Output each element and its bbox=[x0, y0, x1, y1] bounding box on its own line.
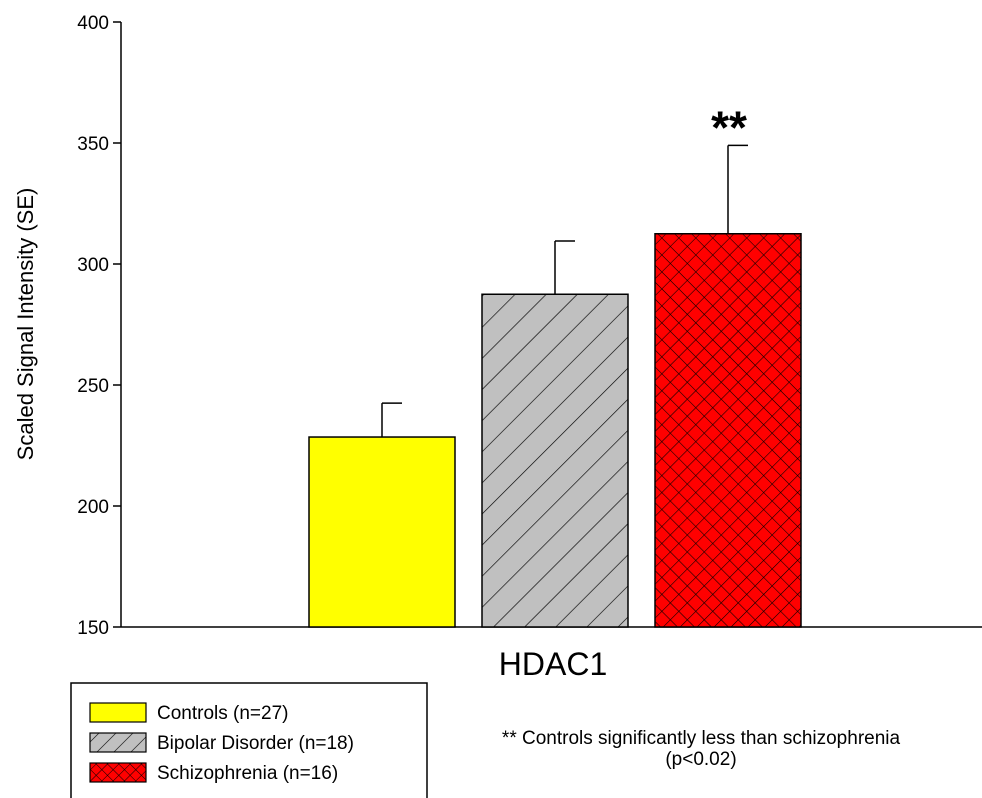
legend-label-schizophrenia: Schizophrenia (n=16) bbox=[157, 763, 338, 784]
legend-swatch-controls bbox=[89, 702, 147, 723]
legend-label-controls: Controls (n=27) bbox=[157, 703, 288, 724]
bars bbox=[308, 144, 802, 628]
significance-note-line1: ** Controls significantly less than schi… bbox=[502, 728, 901, 749]
legend-swatch-bipolar bbox=[89, 732, 147, 753]
bar-controls bbox=[308, 436, 456, 628]
significance-marker: ** bbox=[711, 101, 747, 153]
bar-bipolar bbox=[481, 293, 629, 628]
y-tick-label: 150 bbox=[77, 618, 109, 639]
legend-label-bipolar: Bipolar Disorder (n=18) bbox=[157, 733, 354, 754]
bar-schizophrenia bbox=[654, 233, 802, 628]
significance-note-line2: (p<0.02) bbox=[665, 749, 736, 770]
y-axis-title: Scaled Signal Intensity (SE) bbox=[13, 188, 38, 461]
y-tick-label: 350 bbox=[77, 134, 109, 155]
y-tick-label: 200 bbox=[77, 497, 109, 518]
y-tick-label: 300 bbox=[77, 255, 109, 276]
y-ticks: 150 200 250 300 350 400 bbox=[77, 13, 121, 639]
y-tick-label: 250 bbox=[77, 376, 109, 397]
legend-swatch-schizophrenia bbox=[89, 762, 147, 783]
x-category-label: HDAC1 bbox=[499, 646, 607, 682]
y-tick-label: 400 bbox=[77, 13, 109, 34]
legend: Controls (n=27) Bipolar Disorder (n=18) … bbox=[70, 682, 428, 798]
